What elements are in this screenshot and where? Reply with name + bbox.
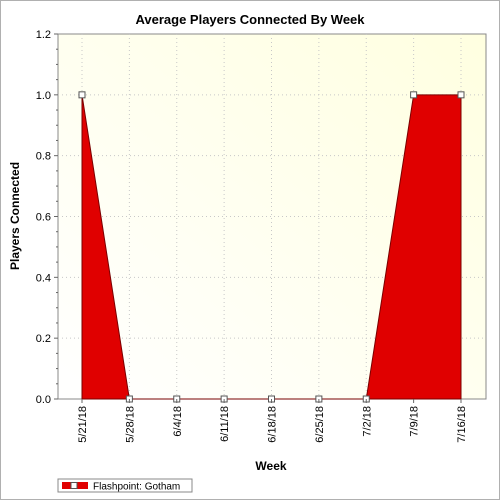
x-axis-label: Week	[255, 459, 286, 473]
y-tick-label: 1.2	[36, 29, 51, 41]
y-axis-label: Players Connected	[8, 162, 22, 270]
x-tick-label: 6/11/18	[219, 406, 231, 442]
data-point	[78, 91, 86, 99]
x-axis-ticks: 5/21/18 5/28/18 6/4/18 6/11/18 6/18/18 6/25/1…	[77, 399, 468, 443]
chart-title: Average Players Connected By Week	[135, 12, 365, 27]
legend-box	[57, 478, 193, 493]
series-area	[81, 94, 462, 400]
x-tick-label: 6/25/18	[314, 406, 326, 443]
legend-marker-icon	[70, 482, 78, 489]
y-tick-label: 1.0	[36, 90, 51, 102]
x-tick-label: 7/2/18	[361, 406, 373, 437]
x-tick-label: 7/16/18	[456, 406, 468, 443]
x-tick-label: 5/21/18	[77, 406, 89, 443]
legend: Flashpoint: Gotham	[57, 478, 193, 493]
x-tick-label: 7/9/18	[409, 406, 421, 437]
data-point	[410, 91, 418, 99]
series-area-fill	[81, 94, 462, 400]
legend-label: Flashpoint: Gotham	[93, 482, 180, 493]
y-tick-label: 0.8	[36, 151, 51, 163]
x-tick-label: 6/18/18	[267, 406, 279, 443]
x-tick-label: 6/4/18	[172, 406, 184, 437]
y-tick-label: 0.4	[36, 272, 51, 284]
y-tick-label: 0.6	[36, 212, 51, 224]
x-tick-label: 5/28/18	[124, 406, 136, 443]
data-point	[457, 91, 465, 99]
y-axis-ticks: 0.0 0.2 0.4 0.6 0.8 1.0 1.2	[36, 29, 58, 406]
y-tick-label: 0.0	[36, 394, 51, 406]
y-tick-label: 0.2	[36, 333, 51, 345]
